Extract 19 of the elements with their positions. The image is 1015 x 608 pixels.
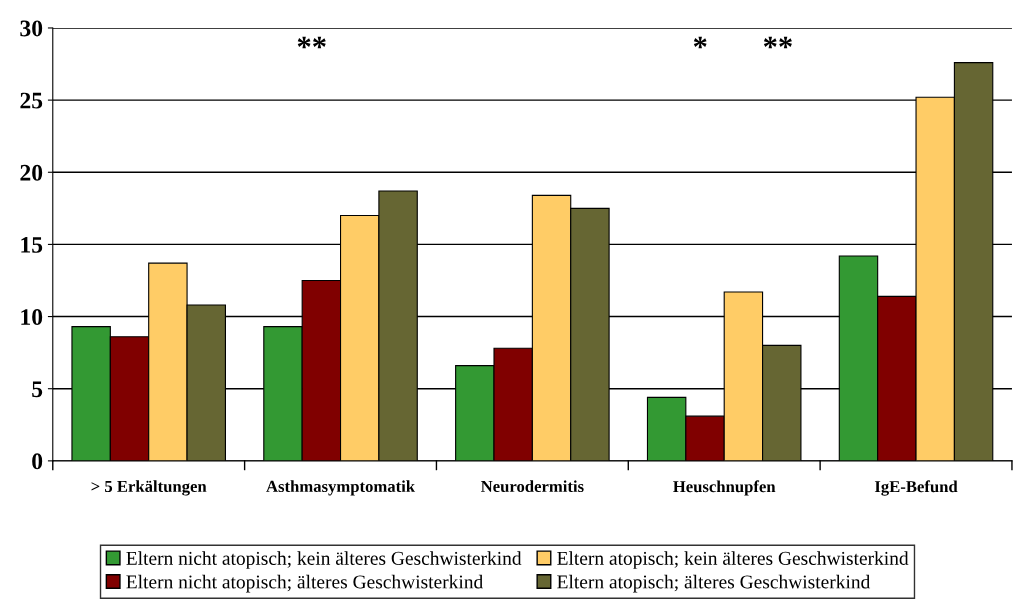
y-tick-label: 25 [20,92,43,109]
y-tick-label: 10 [21,309,43,325]
legend-label: Eltern nicht atopisch; älteres Geschwisterkind [126,574,484,593]
y-tick-label: 15 [21,237,43,253]
legend-label: Eltern atopisch; kein älteres Geschwisterkind [557,551,909,569]
x-tick-label: Heuschnupfen [673,480,776,496]
y-tick-label: 5 [32,381,43,398]
x-tick-label: Asthmasymptomatik [266,480,416,496]
legend-label: Eltern nicht atopisch; kein älteres Geschwisterkind [126,551,522,569]
y-tick-label: 30 [20,20,43,37]
annotation: ** [297,36,326,49]
x-tick-label: > 5 Erkältungen [91,480,207,496]
x-tick-label: IgE-Befund [874,480,958,496]
y-tick-label: 0 [32,453,43,470]
x-tick-label: Neurodermitis [480,480,584,493]
annotation: ** [763,36,792,49]
legend-label: Eltern atopisch; älteres Geschwisterkind [557,574,871,593]
annotation: * [693,36,707,49]
y-tick-label: 20 [20,164,43,181]
